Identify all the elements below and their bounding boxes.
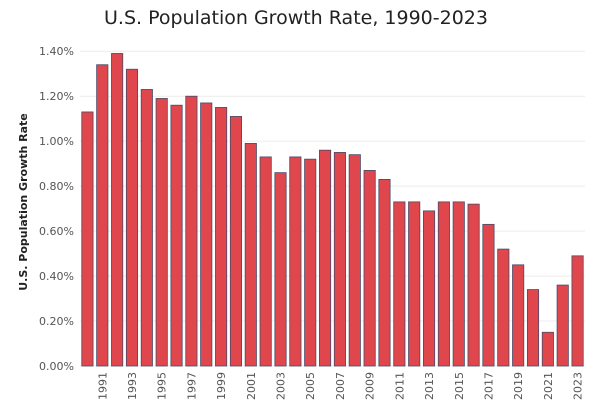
bar-2009 (363, 169, 376, 367)
x-axis-ticks: 1991 1993 1995 1997 1999 2001 2003 2005 2007 2009… (96, 372, 584, 400)
bar-2015 (452, 201, 465, 367)
y-axis-ticks: 0.00% 0.20% 0.40% 0.60% 0.80% 1.00% 1.20% 1.40% (39, 45, 74, 373)
bar-1998 (200, 102, 213, 367)
bar-1996 (170, 104, 183, 367)
x-tick-label: 2021 (542, 372, 555, 400)
y-tick-label: 0.00% (39, 360, 74, 373)
bar-1997 (185, 95, 198, 367)
bar-1999 (215, 107, 228, 367)
chart-title: U.S. Population Growth Rate, 1990-2023 (104, 7, 488, 29)
bar-2001 (244, 143, 257, 367)
bar-1995 (155, 98, 168, 367)
bar-2018 (497, 248, 510, 367)
y-tick-label: 0.60% (39, 225, 74, 238)
x-tick-label: 2019 (512, 372, 525, 400)
x-tick-label: 2015 (453, 372, 466, 400)
x-tick-label: 2007 (334, 372, 347, 400)
bar-2012 (408, 201, 421, 367)
bar-2011 (393, 201, 406, 367)
x-tick-label: 2017 (482, 372, 495, 400)
bar-1990 (81, 111, 94, 367)
x-tick-label: 1991 (96, 372, 109, 400)
x-tick-label: 2001 (245, 372, 258, 400)
bar-1994 (140, 89, 153, 367)
x-tick-label: 2013 (423, 372, 436, 400)
bars (81, 53, 584, 367)
x-tick-label: 1997 (185, 372, 198, 400)
bar-2021 (541, 331, 554, 367)
x-tick-label: 1993 (126, 372, 139, 400)
bar-2002 (259, 156, 272, 367)
y-tick-label: 0.80% (39, 180, 74, 193)
bar-2005 (304, 158, 317, 367)
bar-2020 (526, 289, 540, 367)
bar-2008 (348, 154, 361, 367)
x-tick-label: 1995 (156, 372, 169, 400)
bar-2022 (556, 284, 569, 367)
bar-2019 (512, 264, 525, 367)
x-tick-label: 2009 (364, 372, 377, 400)
y-axis-label: U.S. Population Growth Rate (17, 113, 30, 291)
bar-2003 (274, 172, 287, 367)
bar-1993 (125, 68, 139, 367)
x-tick-label: 1999 (215, 372, 228, 400)
bar-2017 (482, 223, 495, 367)
bar-2013 (422, 210, 436, 367)
y-tick-label: 0.20% (39, 315, 74, 328)
bar-1992 (111, 53, 124, 367)
y-tick-label: 1.00% (39, 135, 74, 148)
x-tick-label: 2011 (393, 372, 406, 400)
y-tick-label: 1.20% (39, 90, 74, 103)
bar-1991 (96, 64, 109, 367)
x-tick-label: 2005 (304, 372, 317, 400)
bar-2007 (333, 152, 346, 367)
bar-2016 (467, 203, 480, 367)
bar-2006 (319, 149, 332, 367)
bar-2023 (571, 255, 584, 367)
bar-2000 (229, 116, 243, 367)
x-tick-label: 2003 (275, 372, 288, 400)
y-tick-label: 0.40% (39, 270, 74, 283)
bar-2010 (378, 178, 391, 367)
bar-2014 (437, 201, 450, 367)
y-tick-label: 1.40% (39, 45, 74, 58)
bar-2004 (289, 156, 302, 367)
x-tick-label: 2023 (572, 372, 585, 400)
